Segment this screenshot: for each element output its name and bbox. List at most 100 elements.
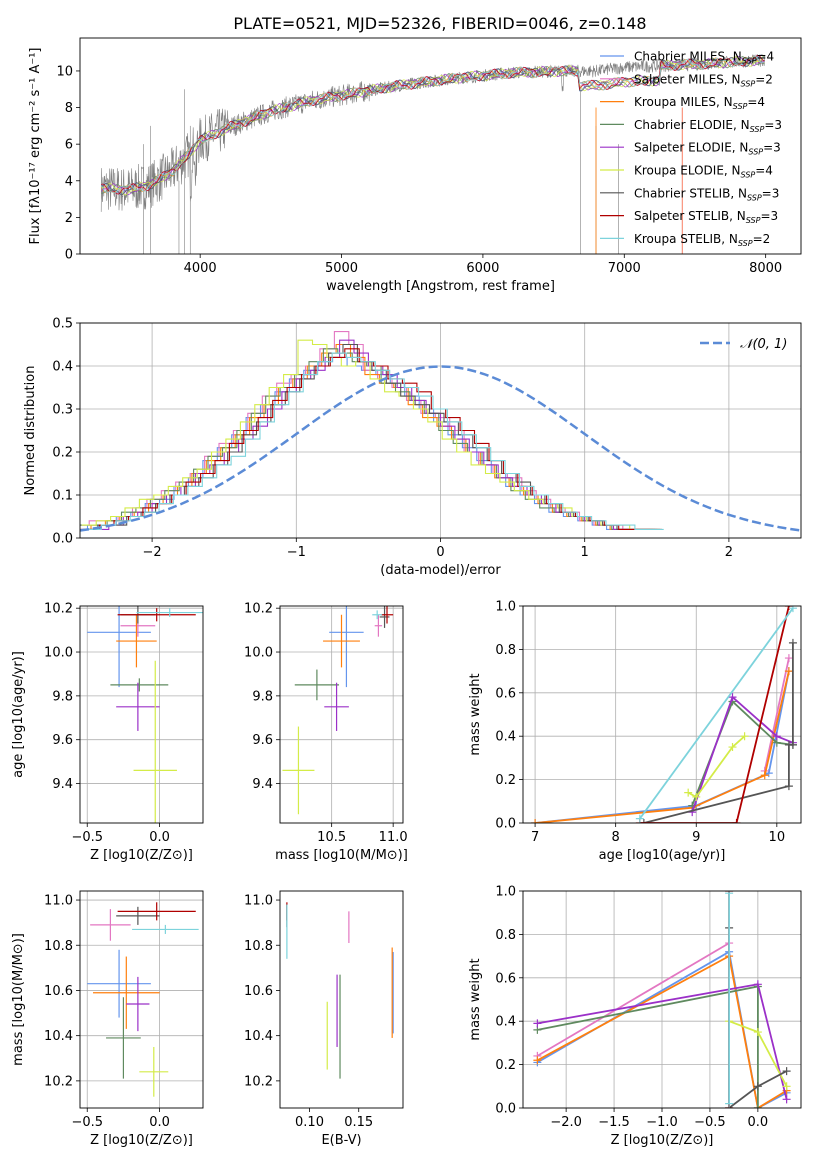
weight-marker [788,740,797,749]
y-tick-label: 0.2 [52,446,73,461]
legend-item: Kroupa MILES, NSSP=4 [600,95,765,111]
y-tick-label: 9.4 [52,777,73,792]
weight-marker [753,1028,762,1037]
weight-marker [788,606,797,613]
x-tick-label: −2 [143,545,162,560]
weight-marker [784,667,793,676]
y-tick-label: 1.0 [495,885,516,900]
x-tick-label: 10.5 [317,830,346,845]
errorbar-point [323,614,360,668]
legend-sub: SSP [750,125,765,134]
y-tick-label: 0 [65,248,73,263]
legend-prefix: Chabrier MILES, N [634,50,742,64]
y-tick-label: 0.5 [52,317,73,332]
weight-marker [782,1095,791,1104]
legend-sub: SSP [746,216,761,225]
weight-marker [728,743,737,752]
errorbar-point [372,610,383,620]
weight-series-line [691,695,794,813]
y-tick-label: 10.8 [244,939,273,954]
panel-age-vs-Z: −0.5 0.0 9.4 9.6 9.8 10.0 10.2 Z [log10(Z/Z⊙)] a… [11,602,204,863]
weight-marker [782,1067,791,1076]
x-tick-label: 11.0 [379,830,408,845]
weight-marker [692,792,701,801]
y-tick-label: 4 [65,174,73,189]
panel-mass-vs-Z: −0.5 0.0 10.2 10.4 10.6 10.8 11.0 Z [log10(Z/Z⊙… [11,890,204,1148]
x-tick-label: 8 [612,830,620,845]
y-tick-label: 0.4 [495,1015,516,1030]
model-spectrum-line [100,55,765,194]
axes-frame [79,605,204,824]
x-axis-label: age [log10(age/yr)] [599,848,726,863]
errorbar-point [133,660,177,823]
legend-prefix: Salpeter ELODIE, N [634,141,748,155]
legend-sub: SSP [742,57,757,66]
weight-series-line [535,670,790,823]
legend-prefix: Salpeter MILES, N [634,72,741,86]
legend-label: 𝒩(0, 1) [740,337,787,352]
x-tick-label: 0.15 [344,1115,373,1130]
x-tick-label: 7000 [608,261,641,276]
legend: 𝒩(0, 1) [700,337,787,352]
plot-area [286,902,394,1079]
weight-marker [725,891,734,898]
x-tick-label: 6000 [466,261,499,276]
y-tick-label: 10.0 [244,646,273,661]
legend-suffix: =3 [764,118,782,132]
errorbar-point [87,949,151,1018]
legend-sub: SSP [748,148,763,157]
y-axis-label: Flux [fλ10⁻¹⁷ erg cm⁻² s⁻¹ A⁻¹] [28,48,43,245]
y-tick-label: 10.6 [244,984,273,999]
errorbar-point [282,726,315,815]
weight-marker [531,819,540,823]
y-tick-label: 2 [65,211,73,226]
axes-frame [522,890,802,1109]
weight-marker [740,732,749,741]
weight-marker [725,1099,734,1108]
axes-frame [522,605,802,824]
y-tick-label: 10.4 [44,1029,73,1044]
weight-series-line [536,942,730,1057]
weight-marker [784,782,793,791]
histogram-step [80,348,656,530]
legend-suffix: =3 [762,186,780,200]
legend-suffix: =4 [747,95,765,109]
y-tick-label: 0.6 [495,971,516,986]
model-spectrum-line [101,54,765,196]
weight-marker [782,1082,791,1091]
weight-marker [753,1082,762,1091]
x-tick-label: 7 [531,830,539,845]
errorbar-point [90,909,131,941]
y-tick-label: 1.0 [495,600,516,615]
legend-prefix: Chabrier ELODIE, N [634,118,750,132]
legend-prefix: Chabrier STELIB, N [634,186,747,200]
errorbar-point [380,606,394,624]
y-tick-label: 0.8 [495,643,516,658]
figure-title: PLATE=0521, MJD=52326, FIBERID=0046, z=0… [233,14,646,33]
panel-mass-vs-ebv: 0.10 0.15 10.2 10.4 10.6 10.8 11.0 E(B-V) [244,890,404,1148]
legend-suffix: =2 [753,232,771,246]
weight-marker [772,732,781,741]
legend-sub: SSP [747,193,762,202]
y-tick-label: 0.2 [495,773,516,788]
x-tick-label: 1 [581,545,589,560]
y-axis-label: mass [log10(M/M⊙)] [11,933,26,1066]
legend-prefix: Salpeter STELIB, N [634,209,746,223]
axes-frame [79,37,802,255]
legend-label: Chabrier ELODIE, NSSP=3 [634,118,782,134]
legend-label: Salpeter ELODIE, NSSP=3 [634,141,781,157]
y-tick-label: 10.6 [44,984,73,999]
x-tick-label: 9 [692,830,700,845]
legend-item: Chabrier STELIB, NSSP=3 [600,186,779,202]
legend-label: Chabrier MILES, NSSP=4 [634,50,774,66]
y-tick-label: 10.8 [44,939,73,954]
weight-marker [788,638,797,647]
y-tick-label: 9.8 [252,689,273,704]
legend-prefix: Kroupa MILES, N [634,95,733,109]
y-tick-label: 0.3 [52,403,73,418]
panel-age-vs-mass: 10.5 11.0 9.4 9.6 9.8 10.0 10.2 mass [log10(M/M… [244,602,408,863]
y-tick-label: 8 [65,101,73,116]
legend-suffix: =4 [755,164,773,178]
